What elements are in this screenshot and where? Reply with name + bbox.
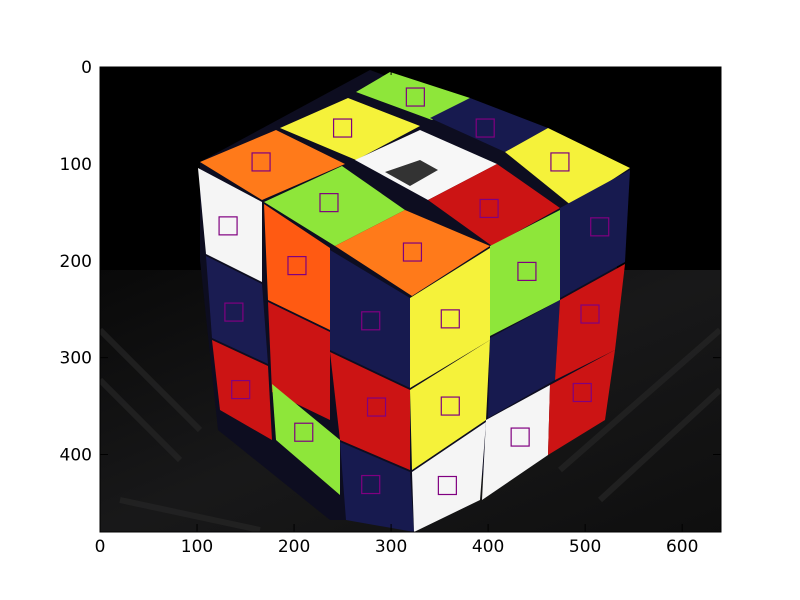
sticker-marker-21 [510,427,530,447]
y-tick-label: 300 [60,349,92,369]
x-tick-label: 400 [472,537,504,557]
x-axis: 0 100 200 300 400 500 600 [95,67,698,557]
sticker-marker-1 [332,118,353,138]
sticker-marker-22 [361,474,381,495]
sticker-marker-3 [251,152,271,172]
axes-frame [99,66,722,533]
sticker-marker-14 [440,309,460,329]
logo-sticker [385,160,438,186]
sticker-marker-0 [405,87,425,107]
sticker-marker-7 [218,216,238,236]
sticker-marker-5 [319,193,339,213]
sticker-marker-20 [294,422,314,442]
sticker-marker-13 [361,311,381,331]
y-axis: 0 100 200 300 400 [60,58,721,466]
sticker-marker-23 [437,475,457,496]
sticker-marker-11 [517,261,537,282]
sticker-marker-8 [590,217,610,237]
y-tick-label: 0 [81,58,92,78]
sticker-marker-4 [550,152,570,172]
sticker-marker-12 [224,302,244,322]
sticker-marker-2 [475,118,495,138]
sticker-marker-19 [572,382,592,403]
sticker-marker-16 [231,379,251,400]
x-tick-label: 300 [375,537,407,557]
x-tick-label: 0 [95,537,106,557]
y-tick-label: 200 [60,252,92,272]
sticker-marker-17 [366,397,387,417]
y-tick-label: 100 [60,155,92,175]
marker-layer [218,87,610,496]
y-tick-label: 400 [60,446,92,466]
sticker-marker-15 [580,304,600,324]
x-tick-label: 100 [181,537,213,557]
x-tick-label: 500 [569,537,601,557]
sticker-marker-18 [440,396,460,416]
sticker-marker-6 [479,198,499,219]
sticker-marker-9 [402,242,423,262]
x-tick-label: 200 [278,537,310,557]
cube-photo [100,67,721,532]
x-tick-label: 600 [666,537,698,557]
sticker-marker-10 [287,255,307,276]
